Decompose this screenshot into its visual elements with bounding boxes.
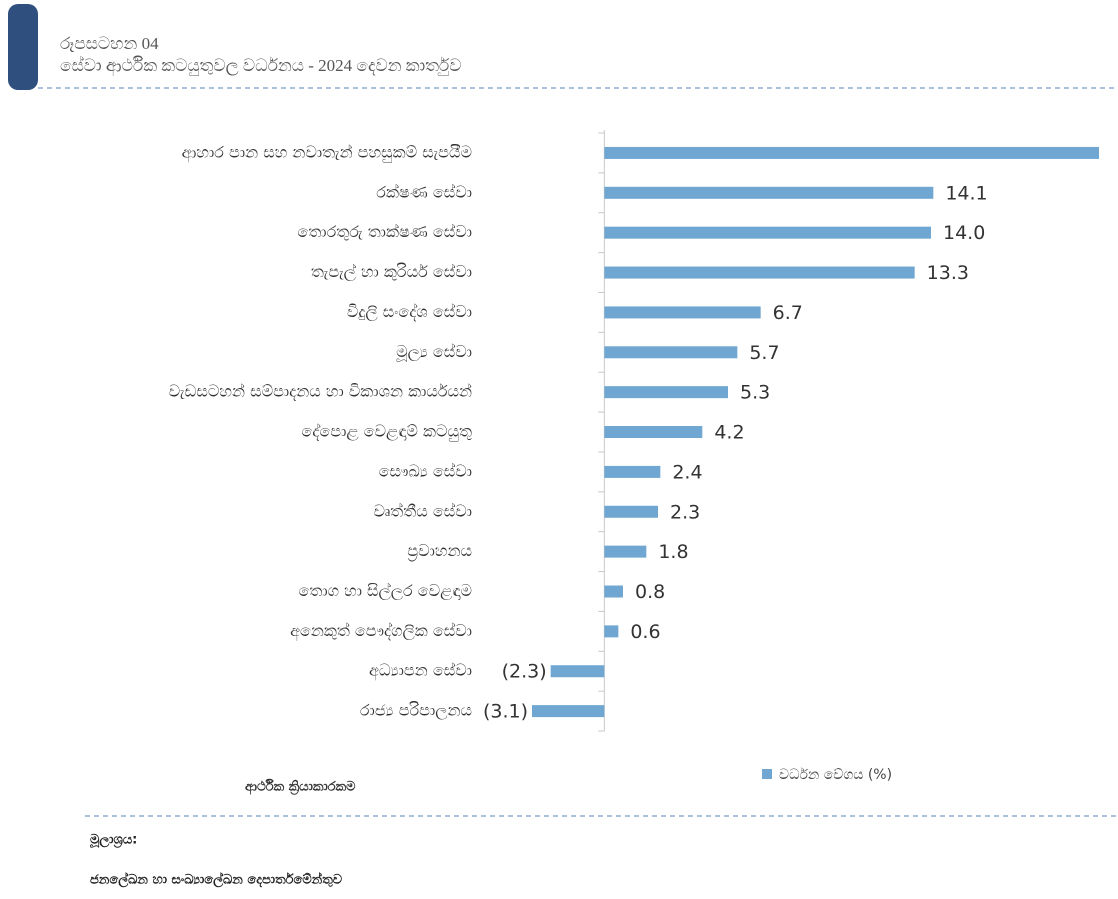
source-label: මූලාශ්‍රය: xyxy=(89,833,137,849)
data-label: (3.1) xyxy=(483,701,528,723)
category-label: සෞඛ්‍ය සේවා xyxy=(379,461,472,480)
data-label: 0.6 xyxy=(630,621,660,643)
category-label: රක්ෂණ සේවා xyxy=(376,182,472,201)
data-label: 1.8 xyxy=(658,541,688,563)
legend-swatch xyxy=(762,769,772,779)
data-label: (2.3) xyxy=(502,661,547,683)
bar xyxy=(604,545,647,558)
category-label: වෘත්තීය සේවා xyxy=(373,501,472,520)
axis-label: ආර්ථික ක්‍රියාකාරකම xyxy=(245,778,356,796)
data-label: 2.4 xyxy=(672,461,702,483)
header-tab xyxy=(8,4,38,90)
bar xyxy=(604,426,703,439)
bar xyxy=(604,625,619,638)
category-label: තොග හා සිල්ලර වෙළඳාම xyxy=(298,581,472,601)
data-label: 14.0 xyxy=(943,222,985,244)
category-label: අනෙකුත් පෞද්ගලික සේවා xyxy=(290,621,472,641)
source-text: ජනලේඛන හා සංඛ්‍යාලේඛන දෙපාර්තමේන්තුව xyxy=(90,870,343,888)
category-label: වැඩසටහන් සම්පාදනය හා විකාශන කාර්යයන් xyxy=(169,382,472,401)
bar xyxy=(604,146,1099,159)
bar xyxy=(604,505,658,518)
bar xyxy=(604,465,661,478)
category-label: විදුලි සංදේශ සේවා xyxy=(347,302,472,322)
bar xyxy=(604,346,738,359)
bar xyxy=(532,705,605,718)
bar xyxy=(604,186,934,199)
data-label: 5.3 xyxy=(740,382,770,404)
bar xyxy=(604,306,761,319)
category-label: රාජ්‍ය පරිපාලනය xyxy=(360,701,472,721)
figure-title: සේවා ආර්ථික කටයුතුවල වර්ධනය - 2024 දෙවන … xyxy=(60,56,462,77)
data-label: 5.7 xyxy=(749,342,779,364)
data-label: 2.3 xyxy=(670,501,700,523)
category-label: තැපැල් හා කුරියර් සේවා xyxy=(311,262,472,282)
data-label: 13.3 xyxy=(927,262,969,284)
category-label: ප්‍රවාහනය xyxy=(407,541,472,561)
bar xyxy=(604,226,931,239)
category-label: අධ්‍යාපන සේවා xyxy=(369,661,472,681)
category-label: දේපොළ වෙළඳාම් කටයුතු xyxy=(301,422,472,442)
data-label: 0.8 xyxy=(635,581,665,603)
category-label: මූල්‍ය සේවා xyxy=(396,342,472,362)
bar xyxy=(604,266,915,279)
category-label: ආහාර පාන සහ නවාතැන් පහසුකම් සැපයීම xyxy=(182,142,472,162)
legend-label: වර්ධන වේගය (%) xyxy=(779,767,892,783)
figure-label: රූපසටහන 04 xyxy=(60,34,159,53)
bar xyxy=(604,386,728,399)
data-label: 4.2 xyxy=(714,422,744,444)
data-label: 6.7 xyxy=(773,302,803,324)
category-label: තොරතුරු තාක්ෂණ සේවා xyxy=(297,222,472,241)
bar xyxy=(604,585,623,598)
bar xyxy=(550,665,605,678)
data-label: 14.1 xyxy=(945,182,987,204)
